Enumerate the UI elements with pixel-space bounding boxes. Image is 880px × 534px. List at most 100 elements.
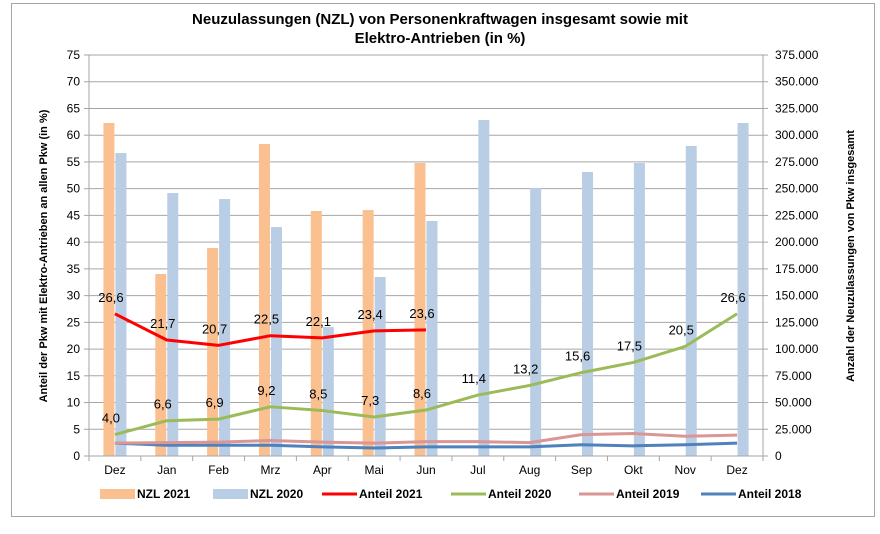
legend-label: Anteil 2020 xyxy=(488,487,552,501)
data-label: 13,2 xyxy=(513,361,538,376)
x-tick-label: Jul xyxy=(470,463,485,477)
bar-nzl-2020 xyxy=(633,163,645,456)
y-right-tick-label: 50.000 xyxy=(775,396,812,410)
x-tick-label: Dez xyxy=(726,463,747,477)
y-right-tick-label: 150.000 xyxy=(775,289,819,303)
legend-label: Anteil 2021 xyxy=(359,487,423,501)
y-left-tick-label: 15 xyxy=(67,369,81,383)
data-label: 9,2 xyxy=(257,383,275,398)
y-right-tick-label: 350.000 xyxy=(775,75,819,89)
legend-item: NZL 2021 xyxy=(100,487,190,501)
x-tick-label: Apr xyxy=(313,463,332,477)
y-left-tick-label: 75 xyxy=(67,48,81,62)
x-tick-label: Sep xyxy=(571,463,593,477)
y-left-tick-label: 40 xyxy=(67,235,81,249)
chart-frame xyxy=(11,3,875,517)
bar-nzl-2020 xyxy=(270,227,282,456)
axes: 0 5 10 15 20 25 30 35 40 45 50 55 60 65 70 75 0 25.000 50.… xyxy=(67,48,819,477)
data-label: 7,3 xyxy=(361,393,379,408)
bar-nzl-2020 xyxy=(115,153,127,456)
legend-swatch xyxy=(213,489,248,499)
bar-nzl-2021 xyxy=(155,273,167,456)
y-left-tick-label: 30 xyxy=(67,289,81,303)
legend-label: Anteil 2019 xyxy=(616,487,680,501)
legend-item: Anteil 2021 xyxy=(322,487,423,501)
y-left-tick-label: 0 xyxy=(73,449,80,463)
y-left-tick-label: 55 xyxy=(67,155,81,169)
data-label: 20,5 xyxy=(669,322,694,337)
data-label: 22,1 xyxy=(306,314,331,329)
data-label: 4,0 xyxy=(102,411,120,426)
y-right-tick-label: 325.000 xyxy=(775,101,819,115)
data-label: 15,6 xyxy=(565,349,590,364)
y-right-tick-label: 375.000 xyxy=(775,48,819,62)
bar-nzl-2020 xyxy=(530,188,542,456)
bar-nzl-2020 xyxy=(685,146,697,457)
bar-nzl-2021 xyxy=(310,211,322,456)
y-right-tick-label: 225.000 xyxy=(775,208,819,222)
data-label: 26,6 xyxy=(98,290,123,305)
y-left-tick-label: 60 xyxy=(67,128,81,142)
data-label: 8,5 xyxy=(309,387,327,402)
legend-item: Anteil 2018 xyxy=(701,487,802,501)
bar-nzl-2020 xyxy=(322,327,334,456)
x-tick-label: Mrz xyxy=(260,463,280,477)
data-label: 6,6 xyxy=(154,397,172,412)
y-right-tick-label: 275.000 xyxy=(775,155,819,169)
y-axis-left-title: Anteil der Pkw mit Elektro-Antrieben an … xyxy=(38,109,50,402)
gridlines xyxy=(89,54,763,430)
data-label: 22,5 xyxy=(254,312,279,327)
data-label: 23,4 xyxy=(357,307,382,322)
data-label: 17,5 xyxy=(617,338,642,353)
legend-item: Anteil 2020 xyxy=(451,487,552,501)
y-right-tick-label: 125.000 xyxy=(775,315,819,329)
bar-nzl-2020 xyxy=(582,171,594,457)
y-left-tick-label: 25 xyxy=(67,315,81,329)
legend-item: NZL 2020 xyxy=(213,487,303,501)
y-right-tick-label: 300.000 xyxy=(775,128,819,142)
lines xyxy=(114,312,738,450)
data-label: 6,9 xyxy=(206,395,224,410)
legend-label: Anteil 2018 xyxy=(738,487,802,501)
legend: NZL 2021 NZL 2020 Anteil 2021 Anteil 2020 An… xyxy=(100,487,802,501)
data-label: 8,6 xyxy=(413,386,431,401)
legend-label: NZL 2020 xyxy=(250,487,303,501)
x-tick-label: Feb xyxy=(208,463,229,477)
data-label: 21,7 xyxy=(150,316,175,331)
bar-nzl-2021 xyxy=(414,163,426,456)
legend-label: NZL 2021 xyxy=(137,487,190,501)
y-right-tick-label: 250.000 xyxy=(775,182,819,196)
chart-title-line1: Neuzulassungen (NZL) von Personenkraftwa… xyxy=(192,11,688,28)
y-right-tick-label: 25.000 xyxy=(775,422,812,436)
y-right-tick-label: 75.000 xyxy=(775,369,812,383)
line-anteil-2018 xyxy=(114,441,738,450)
x-tick-label: Dez xyxy=(104,463,125,477)
y-left-tick-label: 20 xyxy=(67,342,81,356)
data-labels: 26,6 21,7 20,7 22,5 22,1 23,4 23,6 4,0 6,6 6,9 9,2… xyxy=(98,290,745,426)
bar-nzl-2020 xyxy=(167,193,179,456)
line-anteil-2019 xyxy=(114,432,738,445)
bar-nzl-2021 xyxy=(103,123,115,457)
chart-title: Neuzulassungen (NZL) von Personenkraftwa… xyxy=(0,10,880,48)
y-left-tick-label: 70 xyxy=(67,75,81,89)
data-label: 20,7 xyxy=(202,321,227,336)
y-right-tick-label: 175.000 xyxy=(775,262,819,276)
legend-item: Anteil 2019 xyxy=(579,487,680,501)
y-right-tick-label: 100.000 xyxy=(775,342,819,356)
y-right-tick-label: 200.000 xyxy=(775,235,819,249)
data-label: 23,6 xyxy=(409,306,434,321)
x-tick-label: Nov xyxy=(675,463,696,477)
data-label: 26,6 xyxy=(720,290,745,305)
chart-title-line2: Elektro-Antrieben (in %) xyxy=(354,30,526,47)
bar-nzl-2020 xyxy=(737,123,749,457)
bar-nzl-2020 xyxy=(374,276,386,456)
x-tick-label: Okt xyxy=(624,463,643,477)
bar-nzl-2021 xyxy=(207,248,219,456)
x-tick-label: Jan xyxy=(157,463,176,477)
y-left-tick-label: 5 xyxy=(73,422,80,436)
y-axis-right-title: Anzahl der Neuzulassungen von Pkw insges… xyxy=(845,130,857,382)
bar-nzl-2020 xyxy=(478,120,490,456)
x-tick-label: Mai xyxy=(364,463,383,477)
legend-swatch xyxy=(100,489,135,499)
line-anteil-2020 xyxy=(114,312,738,437)
